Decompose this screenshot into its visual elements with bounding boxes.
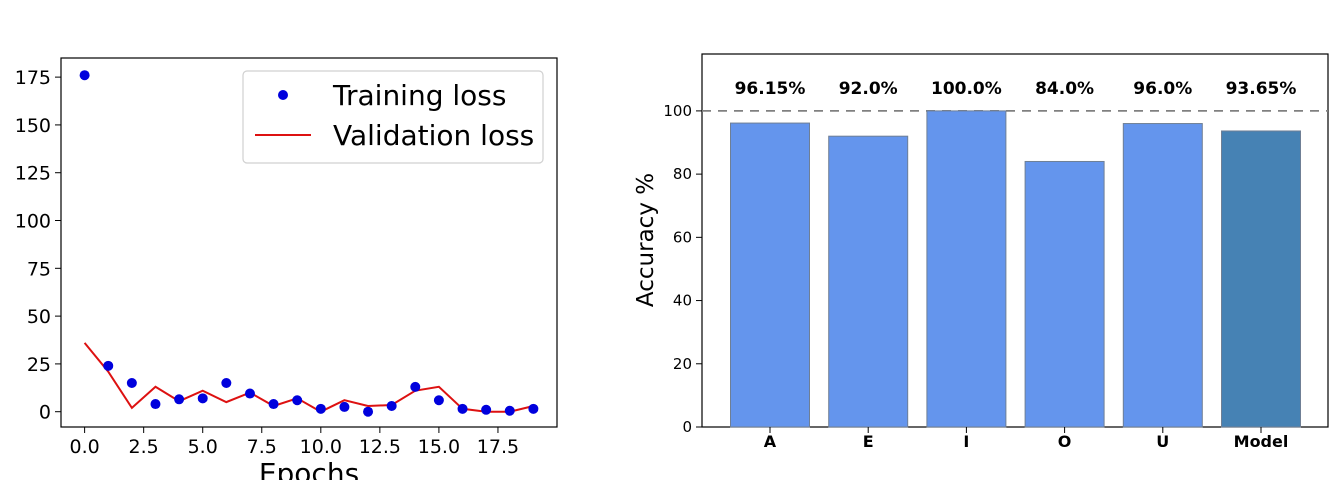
accuracy-x-tick-label: Model	[1234, 432, 1289, 451]
accuracy-value-label: 100.0%	[931, 79, 1002, 99]
accuracy-x-tick-label: E	[863, 432, 874, 451]
accuracy-bar	[1221, 130, 1301, 428]
accuracy-y-tick-label: 20	[673, 355, 692, 373]
training-loss-point	[244, 388, 255, 399]
loss-x-tick-label: 12.5	[359, 436, 401, 458]
training-loss-point	[103, 360, 114, 371]
loss-x-tick-label: 0.0	[70, 436, 100, 458]
accuracy-x-tick-label: I	[963, 432, 969, 451]
loss-x-tick-label: 5.0	[188, 436, 218, 458]
accuracy-bar	[828, 135, 909, 428]
loss-y-tick-label: 25	[27, 354, 51, 376]
loss-x-tick-label: 17.5	[477, 436, 519, 458]
accuracy-value-label: 96.15%	[735, 79, 806, 99]
accuracy-x-tick-label: U	[1156, 432, 1169, 451]
training-loss-point	[126, 378, 137, 389]
loss-chart: 0 25 50 75 100 125 150 175 0.0 2.5 5.0 7.5 10.0 12.5…	[15, 57, 558, 480]
accuracy-value-label: 92.0%	[839, 79, 898, 99]
training-loss-point	[197, 393, 208, 404]
validation-loss-line	[83, 342, 534, 413]
accuracy-bar	[730, 122, 810, 428]
training-loss-points	[79, 70, 539, 417]
accuracy-bar	[1122, 123, 1203, 428]
training-loss-point	[292, 395, 303, 406]
training-loss-point	[339, 401, 350, 412]
loss-legend: Training loss Validation loss	[242, 70, 544, 164]
loss-y-tick-label: 75	[27, 258, 51, 280]
accuracy-bar	[926, 110, 1007, 428]
legend-training-label: Training loss	[332, 79, 506, 112]
accuracy-chart: 0 20 40 60 80 100 A E I O U Model 96.15% 92.0% 100.0…	[633, 53, 1329, 451]
training-loss-point	[457, 403, 468, 414]
accuracy-y-tick-label: 60	[673, 228, 692, 246]
training-loss-point	[174, 394, 185, 405]
legend-validation-label: Validation loss	[333, 119, 534, 152]
training-loss-point	[315, 403, 326, 414]
loss-x-tick-label: 10.0	[300, 436, 342, 458]
accuracy-value-labels: 96.15% 92.0% 100.0% 84.0% 96.0% 93.65%	[735, 79, 1297, 99]
accuracy-x-ticks: A E I O U Model	[764, 427, 1289, 451]
training-loss-point	[363, 406, 374, 417]
loss-y-tick-label: 100	[15, 211, 51, 233]
accuracy-bar	[1024, 160, 1105, 428]
training-loss-point	[386, 400, 397, 411]
training-loss-point	[268, 399, 279, 410]
loss-y-tick-label: 150	[15, 115, 51, 137]
training-loss-point	[433, 395, 444, 406]
accuracy-x-tick-label: A	[764, 432, 777, 451]
loss-y-ticks: 0 25 50 75 100 125 150 175	[15, 67, 61, 424]
accuracy-y-tick-label: 0	[682, 418, 692, 436]
legend-training-marker	[278, 90, 288, 100]
accuracy-value-label: 96.0%	[1133, 79, 1192, 99]
accuracy-x-tick-label: O	[1058, 432, 1072, 451]
training-loss-point	[150, 399, 161, 410]
training-loss-point	[410, 381, 421, 392]
accuracy-y-tick-label: 80	[673, 165, 692, 183]
loss-y-tick-label: 50	[27, 306, 51, 328]
training-loss-point	[79, 70, 90, 81]
loss-x-tick-label: 15.0	[418, 436, 460, 458]
loss-x-ticks: 0.0 2.5 5.0 7.5 10.0 12.5 15.0 17.5	[70, 427, 519, 458]
legend-frame	[242, 70, 544, 164]
loss-y-tick-label: 125	[15, 163, 51, 185]
training-loss-point	[528, 403, 539, 414]
accuracy-y-axis-label: Accuracy %	[633, 173, 659, 307]
training-loss-point	[221, 378, 232, 389]
accuracy-y-tick-label: 100	[663, 102, 692, 120]
training-loss-point	[504, 405, 515, 416]
accuracy-value-label: 84.0%	[1035, 79, 1094, 99]
loss-x-axis-label: Epochs	[259, 457, 359, 480]
accuracy-y-tick-label: 40	[673, 292, 692, 310]
accuracy-bars	[730, 110, 1301, 428]
loss-plot-frame	[60, 57, 558, 428]
loss-x-tick-label: 7.5	[247, 436, 277, 458]
accuracy-value-label: 93.65%	[1226, 79, 1297, 99]
accuracy-plot-frame	[701, 53, 1329, 428]
loss-y-tick-label: 175	[15, 67, 51, 89]
loss-y-tick-label: 0	[39, 402, 51, 424]
loss-x-tick-label: 2.5	[129, 436, 159, 458]
accuracy-y-ticks: 0 20 40 60 80 100	[663, 102, 702, 436]
training-loss-point	[481, 404, 492, 415]
